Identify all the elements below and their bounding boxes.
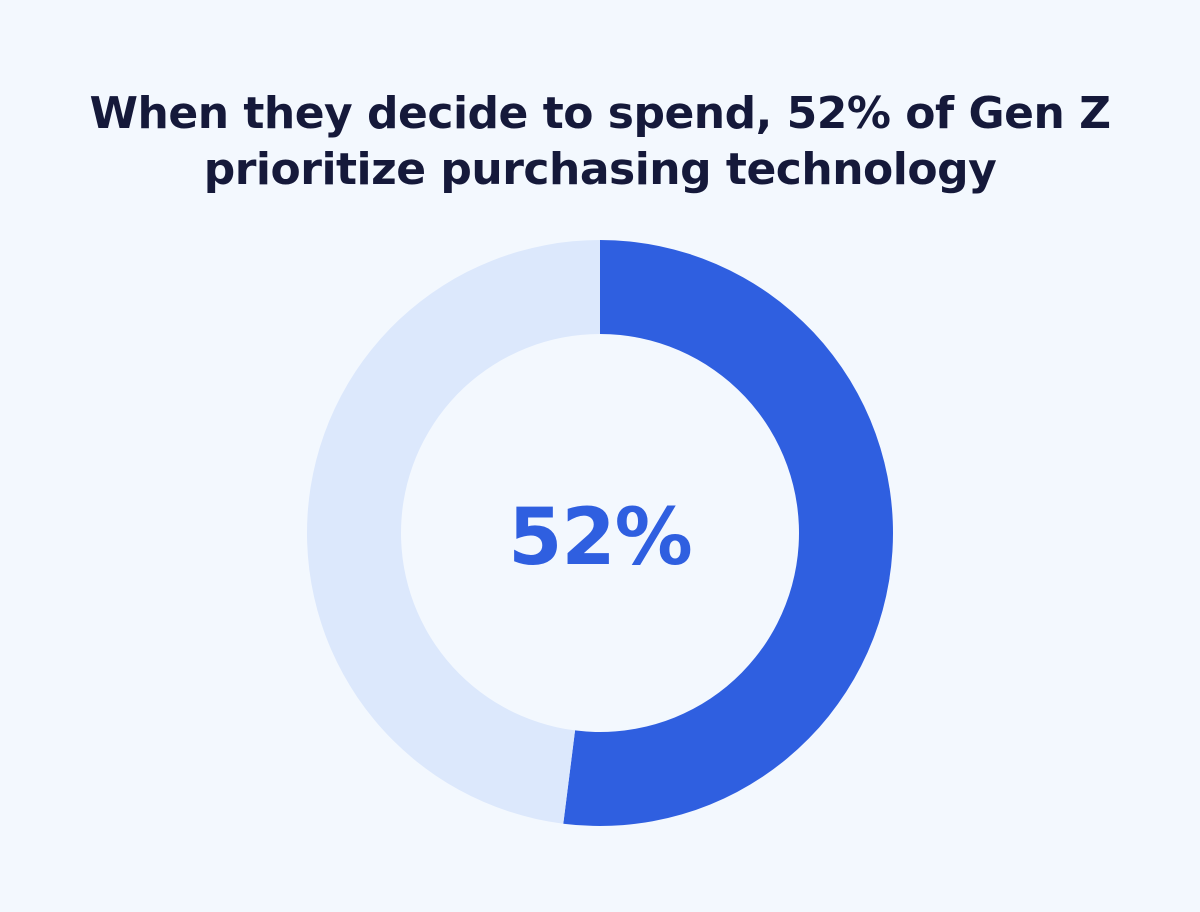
donut-slice-remainder — [306, 239, 600, 824]
donut-slice-technology — [563, 240, 893, 826]
chart-title-line-1: When they decide to spend, 52% of Gen Z — [89, 88, 1112, 139]
chart-title-line-2: prioritize purchasing technology — [203, 144, 997, 195]
chart-title: When they decide to spend, 52% of Gen Z … — [0, 86, 1200, 198]
center-percentage-label: 52% — [508, 493, 693, 583]
